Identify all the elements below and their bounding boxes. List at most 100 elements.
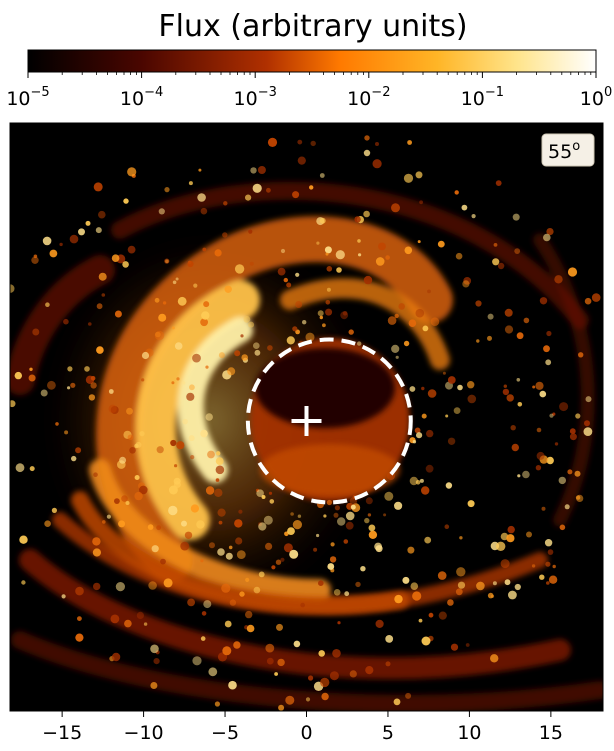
emission-clump — [67, 366, 73, 372]
emission-clump — [354, 216, 361, 223]
emission-clump — [454, 190, 459, 195]
emission-clump — [514, 583, 521, 591]
emission-clump — [93, 472, 98, 478]
emission-clump — [342, 311, 348, 316]
emission-clump — [173, 481, 181, 488]
emission-clump — [174, 342, 183, 350]
emission-clump — [269, 499, 275, 504]
emission-clump — [177, 296, 187, 306]
emission-clump — [476, 581, 485, 591]
emission-clump — [445, 482, 453, 489]
emission-clump — [300, 602, 306, 608]
emission-clump — [203, 301, 210, 308]
emission-clump — [151, 545, 159, 553]
emission-clump — [407, 546, 415, 554]
emission-clump — [378, 242, 386, 251]
emission-clump — [181, 520, 187, 527]
emission-clump — [121, 495, 128, 502]
emission-clump — [293, 640, 301, 648]
emission-clump — [201, 311, 210, 320]
emission-clump — [114, 310, 122, 318]
emission-clump — [98, 210, 106, 219]
emission-clump — [340, 311, 349, 320]
emission-clump — [425, 464, 434, 473]
emission-clump — [93, 582, 101, 591]
emission-clump — [267, 345, 273, 351]
emission-clump — [229, 599, 237, 606]
emission-clump — [326, 266, 333, 272]
emission-clump — [375, 619, 384, 629]
emission-clump — [114, 498, 120, 504]
emission-clump — [463, 277, 472, 285]
emission-clump — [200, 429, 208, 438]
emission-clump — [552, 564, 556, 569]
emission-clump — [414, 427, 421, 434]
emission-clump — [508, 590, 517, 600]
emission-clump — [216, 451, 221, 456]
emission-clump — [546, 228, 554, 236]
emission-clump — [253, 586, 261, 594]
emission-clump — [424, 536, 432, 544]
emission-clump — [217, 508, 226, 517]
emission-clump — [200, 318, 209, 327]
emission-clump — [437, 571, 447, 580]
center-marker — [291, 406, 322, 436]
emission-clump — [256, 489, 264, 498]
emission-clump — [302, 320, 307, 325]
colorbar-tick-base: 10 — [347, 88, 371, 110]
emission-clump — [277, 267, 286, 276]
emission-clump — [447, 599, 454, 606]
emission-clump — [96, 303, 103, 310]
emission-clump — [584, 297, 592, 305]
emission-clump — [171, 326, 175, 330]
emission-clump — [266, 657, 274, 665]
emission-clump — [29, 367, 33, 371]
emission-clump — [14, 371, 22, 380]
emission-clump — [418, 618, 423, 623]
emission-clump — [51, 507, 58, 513]
emission-clump — [254, 349, 261, 356]
emission-clump — [106, 514, 111, 519]
emission-clump — [467, 500, 475, 508]
emission-clump — [327, 563, 335, 570]
emission-clump — [200, 207, 208, 215]
emission-clump — [522, 470, 530, 479]
colorbar-tick-exp: 0 — [604, 85, 612, 100]
emission-clump — [280, 557, 285, 562]
emission-clump — [92, 548, 101, 557]
emission-clump — [305, 332, 315, 342]
colorbar-tick-label-4: 10−1 — [461, 85, 504, 110]
emission-clump — [150, 682, 158, 689]
emission-clump — [207, 450, 215, 459]
emission-clump — [421, 486, 430, 495]
emission-clump — [383, 513, 387, 517]
colorbar-tick-base: 10 — [120, 88, 144, 110]
emission-clump — [539, 390, 547, 398]
emission-clump — [31, 256, 39, 264]
emission-clump — [214, 249, 222, 257]
emission-clump — [257, 166, 266, 174]
emission-clump — [205, 413, 213, 421]
emission-clump — [535, 465, 542, 471]
emission-clump — [141, 351, 150, 360]
emission-clump — [214, 488, 223, 497]
emission-clump — [450, 643, 459, 651]
emission-clump — [326, 499, 332, 506]
colorbar-tick-label-2: 10−3 — [234, 85, 277, 110]
emission-clump — [506, 394, 514, 402]
emission-clump — [228, 680, 237, 690]
emission-clump — [444, 524, 450, 529]
emission-clump — [186, 392, 195, 401]
emission-clump — [283, 277, 288, 283]
emission-clump — [409, 386, 416, 392]
emission-clump — [591, 293, 601, 302]
emission-clump — [320, 677, 330, 688]
emission-clump — [567, 267, 578, 277]
emission-clump — [110, 614, 120, 624]
emission-clump — [71, 455, 77, 462]
emission-clump — [245, 194, 252, 201]
emission-clump — [313, 547, 318, 552]
emission-clump — [55, 422, 59, 426]
emission-clump — [180, 541, 190, 551]
